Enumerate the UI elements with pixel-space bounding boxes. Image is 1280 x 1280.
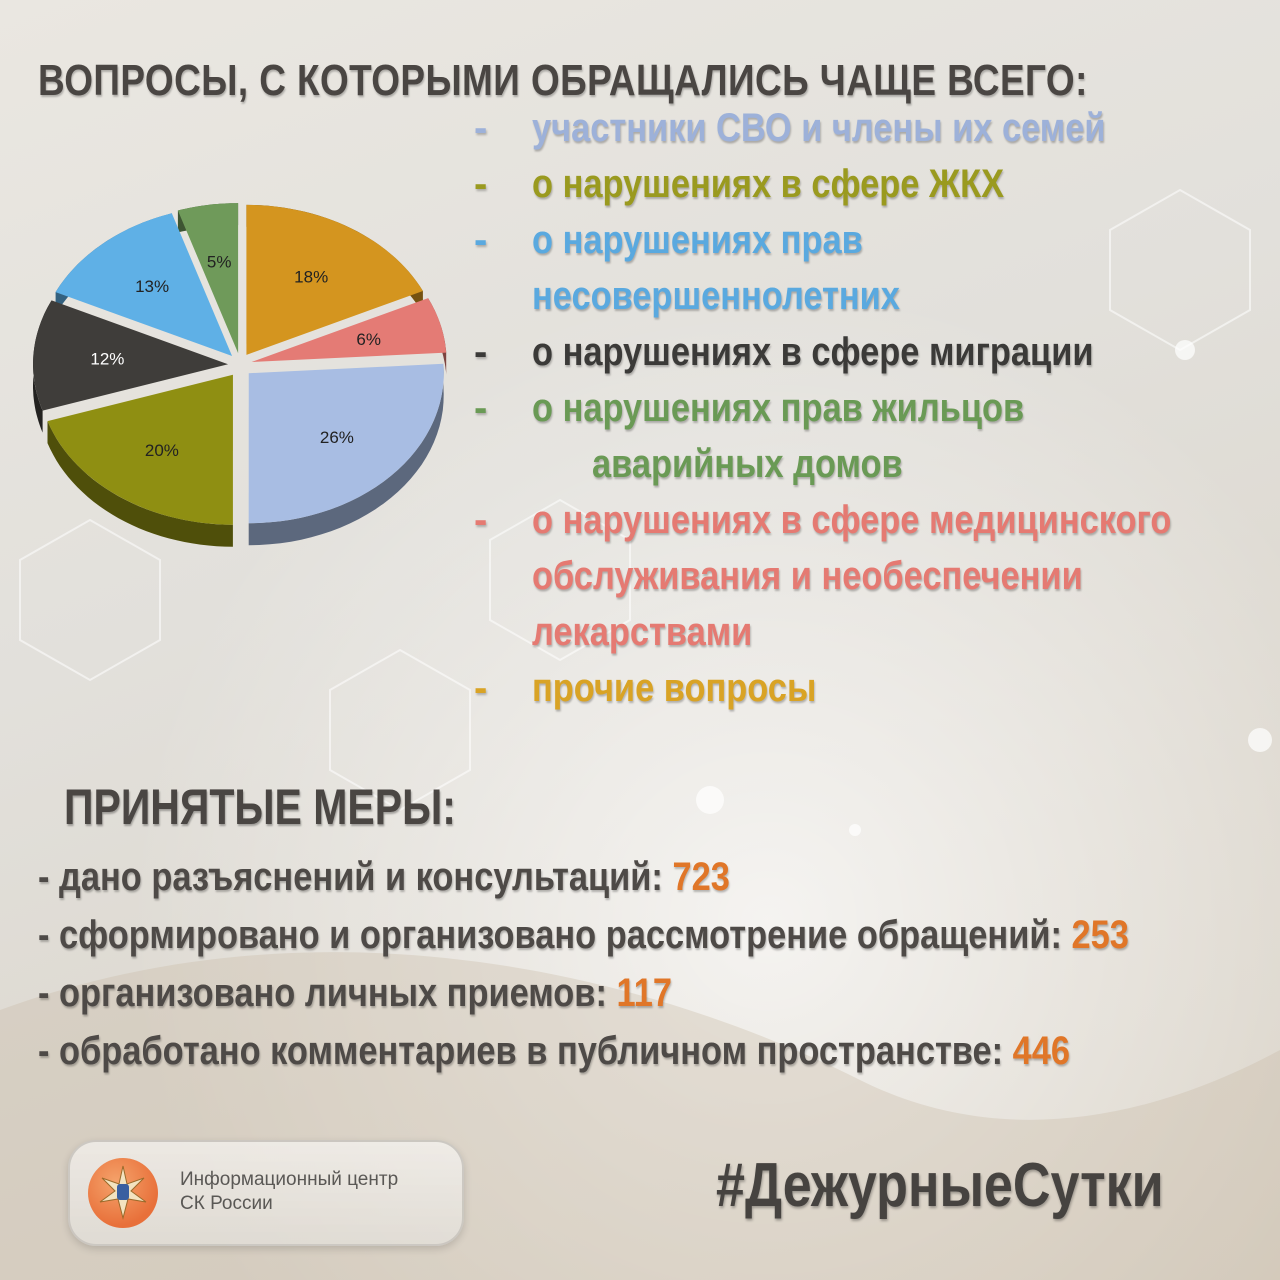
pie-slice-label: 5% — [207, 252, 232, 271]
measure-value: 253 — [1071, 913, 1129, 957]
pie-slice — [246, 204, 423, 355]
page-title: ВОПРОСЫ, С КОТОРЫМИ ОБРАЩАЛИСЬ ЧАЩЕ ВСЕГ… — [38, 56, 1088, 105]
measures-title: ПРИНЯТЫЕ МЕРЫ: — [64, 779, 456, 835]
pie-slice-label: 20% — [145, 441, 179, 460]
pie-slice — [251, 298, 447, 363]
legend-label: несовершеннолетних — [532, 274, 900, 318]
measure-item: - организовано личных приемов: 117 — [38, 964, 1087, 1022]
hashtag: #ДежурныеСутки — [716, 1151, 1164, 1220]
legend-dash: - — [474, 498, 488, 542]
legend-label: о нарушениях прав — [532, 218, 863, 262]
pie-slice-label: 13% — [135, 277, 169, 296]
pie-slice — [47, 374, 233, 525]
measures-list: - дано разъяснений и консультаций: 723- … — [38, 848, 1258, 1080]
legend-dash: - — [474, 162, 488, 206]
legend-dash: - — [474, 386, 488, 430]
logo-line-1: Информационный центр — [180, 1169, 399, 1190]
measure-value: 446 — [1012, 1029, 1071, 1073]
legend-dash: - — [474, 666, 488, 710]
legend-item: - участники СВО и члены их семей — [470, 100, 1270, 156]
measure-value: 723 — [672, 855, 730, 899]
measure-item: - дано разъяснений и консультаций: 723 — [38, 848, 1087, 906]
legend-label: о нарушениях прав жильцов — [532, 386, 1025, 430]
legend-item: -о нарушениях в сфере медицинского обслуж… — [470, 492, 1270, 660]
logo-text: Информационный центр СК России — [180, 1168, 398, 1216]
legend-label: о нарушениях в сфере ЖКХ — [532, 162, 1005, 206]
legend: - участники СВО и члены их семей - о наруше… — [470, 100, 1270, 716]
legend-item: -о нарушениях в сфере ЖКХ — [470, 156, 1270, 212]
pie-slice-side — [47, 421, 233, 547]
pie-slice-label: 18% — [294, 267, 328, 286]
measure-text: - дано разъяснений и консультаций: — [38, 855, 673, 899]
legend-item: -о нарушениях прав жильцов аварийных домо… — [470, 380, 1270, 492]
measure-text: - сформировано и организовано рассмотрен… — [38, 913, 1072, 957]
emblem-icon — [88, 1158, 158, 1228]
pie-slice — [248, 363, 444, 524]
legend-label: о нарушениях в сфере медицинского — [532, 498, 1172, 542]
pie-slice — [55, 213, 233, 356]
pie-slice — [33, 300, 229, 411]
measure-item: - обработано комментариев в публичном пр… — [38, 1022, 1087, 1080]
pie-slice-label: 6% — [356, 330, 381, 349]
measure-text: - организовано личных приемов: — [38, 971, 617, 1015]
legend-label: лекарствами — [532, 610, 753, 654]
legend-label: прочие вопросы — [532, 666, 817, 710]
legend-label: аварийных домов — [592, 442, 903, 486]
legend-dash: - — [474, 330, 488, 374]
pie-slice-label: 12% — [90, 349, 124, 368]
measure-item: - сформировано и организовано рассмотрен… — [38, 906, 1129, 964]
legend-dash: - — [474, 106, 488, 150]
legend-dash: - — [474, 218, 488, 262]
pie-chart: 18% 6% 26% 20% 12% 13% 5% — [33, 203, 447, 547]
logo-line-2: СК России — [180, 1193, 273, 1214]
pie-slice-label: 26% — [320, 428, 354, 447]
measure-text: - обработано комментариев в публичном пр… — [38, 1029, 1013, 1073]
legend-item: -о нарушениях в сфере миграции — [470, 324, 1270, 380]
legend-label: обслуживания и необеспечении — [532, 554, 1083, 598]
legend-label: участники СВО и члены их семей — [532, 106, 1106, 150]
measure-value: 117 — [616, 971, 672, 1015]
logo-badge: Информационный центр СК России — [68, 1140, 464, 1246]
legend-item: -о нарушениях прав несовершеннолетних — [470, 212, 1270, 324]
legend-label: о нарушениях в сфере миграции — [532, 330, 1094, 374]
legend-item: - прочие вопросы — [470, 660, 1270, 716]
pie-slice — [177, 203, 239, 354]
pie-slice-side — [248, 363, 444, 546]
